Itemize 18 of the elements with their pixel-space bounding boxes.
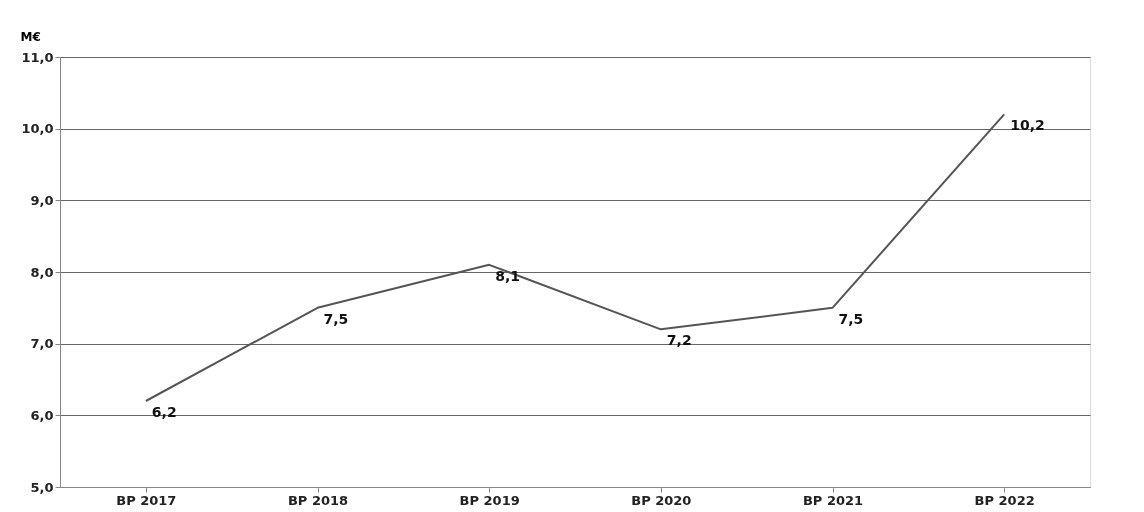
y-tick-label: 8,0 [30,264,54,280]
x-tick-label: BP 2020 [631,492,692,508]
y-tick-label: 6,0 [30,407,54,423]
data-label: 7,5 [323,310,349,327]
y-tick-label: 10,0 [21,121,54,137]
y-tick-label: 11,0 [21,49,54,65]
data-label: 7,5 [838,310,864,327]
x-tick-label: BP 2021 [802,492,864,508]
x-tick-label: BP 2019 [459,492,520,508]
y-tick-label: 9,0 [30,192,54,208]
data-label: 8,1 [495,267,520,284]
x-tick-label: BP 2018 [287,492,349,508]
y-tick-label: 5,0 [30,479,54,495]
line-series [144,113,1006,402]
y-tick-label: 7,0 [30,336,54,352]
x-tick-label: BP 2022 [974,492,1035,508]
y-axis-title: M€ [20,29,41,44]
x-tick-label: BP 2017 [116,492,177,508]
